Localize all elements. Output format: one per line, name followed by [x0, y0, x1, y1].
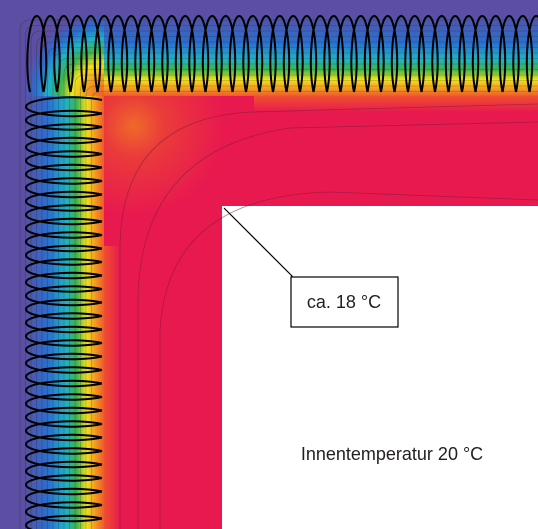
interior-room	[222, 206, 538, 529]
isotherm-line	[52, 52, 538, 529]
isotherm-line	[19, 19, 538, 529]
isotherm-line	[47, 47, 538, 529]
insulation-corner	[24, 14, 104, 96]
callout-box	[290, 276, 399, 328]
insulation-symbol	[24, 14, 538, 529]
isotherm-line	[30, 30, 538, 529]
isotherm-line	[36, 36, 538, 529]
isotherm-line	[25, 25, 538, 529]
callout-label: ca. 18 °C	[307, 292, 381, 312]
isotherm-lines	[19, 19, 538, 529]
isotherm-line	[74, 74, 538, 529]
insulation-loops-left	[24, 96, 103, 529]
interior-temperature-label: Innentemperatur 20 °C	[301, 444, 483, 464]
insulation-loops-top	[26, 14, 538, 93]
isotherm-line	[91, 91, 538, 529]
wall-isotherms	[119, 103, 538, 529]
